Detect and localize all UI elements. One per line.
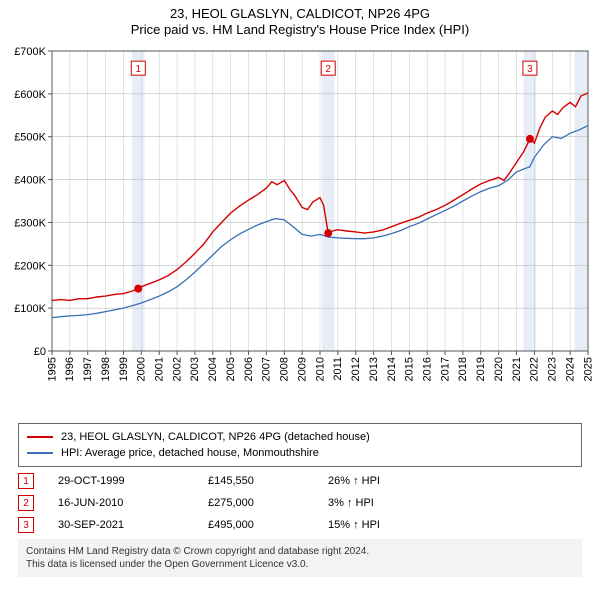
chart-svg: £0 £100K £200K £300K £400K £500K £600K £700K 199… <box>0 39 600 419</box>
svg-text:£500K: £500K <box>14 132 46 144</box>
svg-text:2000: 2000 <box>136 357 148 381</box>
event-price: £495,000 <box>208 519 328 531</box>
event-marker-icon: 1 <box>18 473 34 489</box>
event-delta: 26% ↑ HPI <box>328 475 380 487</box>
svg-text:2005: 2005 <box>225 357 237 381</box>
svg-text:£400K: £400K <box>14 175 46 187</box>
svg-text:£300K: £300K <box>14 217 46 229</box>
event-price: £275,000 <box>208 497 328 509</box>
event-marker-icon: 3 <box>18 517 34 533</box>
event-row: 1 29-OCT-1999 £145,550 26% ↑ HPI <box>18 473 582 489</box>
legend-swatch <box>27 436 53 438</box>
event-date: 29-OCT-1999 <box>58 475 208 487</box>
svg-text:1998: 1998 <box>100 357 112 381</box>
svg-text:2018: 2018 <box>457 357 469 381</box>
svg-text:2013: 2013 <box>368 357 380 381</box>
svg-text:£700K: £700K <box>14 46 46 58</box>
event-date: 30-SEP-2021 <box>58 519 208 531</box>
legend-item: 23, HEOL GLASLYN, CALDICOT, NP26 4PG (de… <box>27 429 573 445</box>
svg-text:2008: 2008 <box>279 357 291 381</box>
svg-text:2010: 2010 <box>314 357 326 381</box>
svg-text:2022: 2022 <box>529 357 541 381</box>
legend-label: HPI: Average price, detached house, Monm… <box>61 445 319 461</box>
svg-text:2023: 2023 <box>547 357 559 381</box>
svg-text:2017: 2017 <box>439 357 451 381</box>
svg-text:2025: 2025 <box>582 357 594 381</box>
event-table: 1 29-OCT-1999 £145,550 26% ↑ HPI 2 16-JU… <box>18 473 582 533</box>
svg-text:£200K: £200K <box>14 260 46 272</box>
svg-text:2020: 2020 <box>493 357 505 381</box>
svg-text:2009: 2009 <box>296 357 308 381</box>
svg-text:2019: 2019 <box>475 357 487 381</box>
svg-text:3: 3 <box>527 64 533 75</box>
svg-text:2003: 2003 <box>189 357 201 381</box>
event-price: £145,550 <box>208 475 328 487</box>
event-date: 16-JUN-2010 <box>58 497 208 509</box>
svg-text:1996: 1996 <box>64 357 76 381</box>
svg-text:2014: 2014 <box>386 357 398 381</box>
svg-text:1: 1 <box>136 64 142 75</box>
svg-text:2012: 2012 <box>350 357 362 381</box>
svg-text:2: 2 <box>325 64 331 75</box>
event-row: 2 16-JUN-2010 £275,000 3% ↑ HPI <box>18 495 582 511</box>
event-delta: 15% ↑ HPI <box>328 519 380 531</box>
svg-text:2007: 2007 <box>261 357 273 381</box>
svg-text:2001: 2001 <box>153 357 165 381</box>
attribution-line: Contains HM Land Registry data © Crown c… <box>26 545 574 558</box>
chart-title: 23, HEOL GLASLYN, CALDICOT, NP26 4PG <box>0 6 600 21</box>
chart-header: 23, HEOL GLASLYN, CALDICOT, NP26 4PG Pri… <box>0 0 600 39</box>
svg-text:£600K: £600K <box>14 89 46 101</box>
chart-subtitle: Price paid vs. HM Land Registry's House … <box>0 22 600 37</box>
svg-text:£100K: £100K <box>14 303 46 315</box>
svg-text:2004: 2004 <box>207 357 219 381</box>
attribution: Contains HM Land Registry data © Crown c… <box>18 539 582 577</box>
legend-swatch <box>27 452 53 454</box>
svg-text:£0: £0 <box>34 346 46 358</box>
event-marker-icon: 2 <box>18 495 34 511</box>
svg-text:2016: 2016 <box>422 357 434 381</box>
event-delta: 3% ↑ HPI <box>328 497 374 509</box>
legend-item: HPI: Average price, detached house, Monm… <box>27 445 573 461</box>
svg-text:1995: 1995 <box>46 357 58 381</box>
svg-text:2002: 2002 <box>171 357 183 381</box>
legend: 23, HEOL GLASLYN, CALDICOT, NP26 4PG (de… <box>18 423 582 467</box>
svg-text:2024: 2024 <box>564 357 576 381</box>
svg-text:1999: 1999 <box>118 357 130 381</box>
svg-text:2011: 2011 <box>332 357 344 381</box>
svg-text:2021: 2021 <box>511 357 523 381</box>
svg-text:2006: 2006 <box>243 357 255 381</box>
legend-label: 23, HEOL GLASLYN, CALDICOT, NP26 4PG (de… <box>61 429 370 445</box>
event-row: 3 30-SEP-2021 £495,000 15% ↑ HPI <box>18 517 582 533</box>
svg-text:2015: 2015 <box>404 357 416 381</box>
attribution-line: This data is licensed under the Open Gov… <box>26 558 574 571</box>
svg-text:1997: 1997 <box>82 357 94 381</box>
price-chart: £0 £100K £200K £300K £400K £500K £600K £700K 199… <box>0 39 600 419</box>
